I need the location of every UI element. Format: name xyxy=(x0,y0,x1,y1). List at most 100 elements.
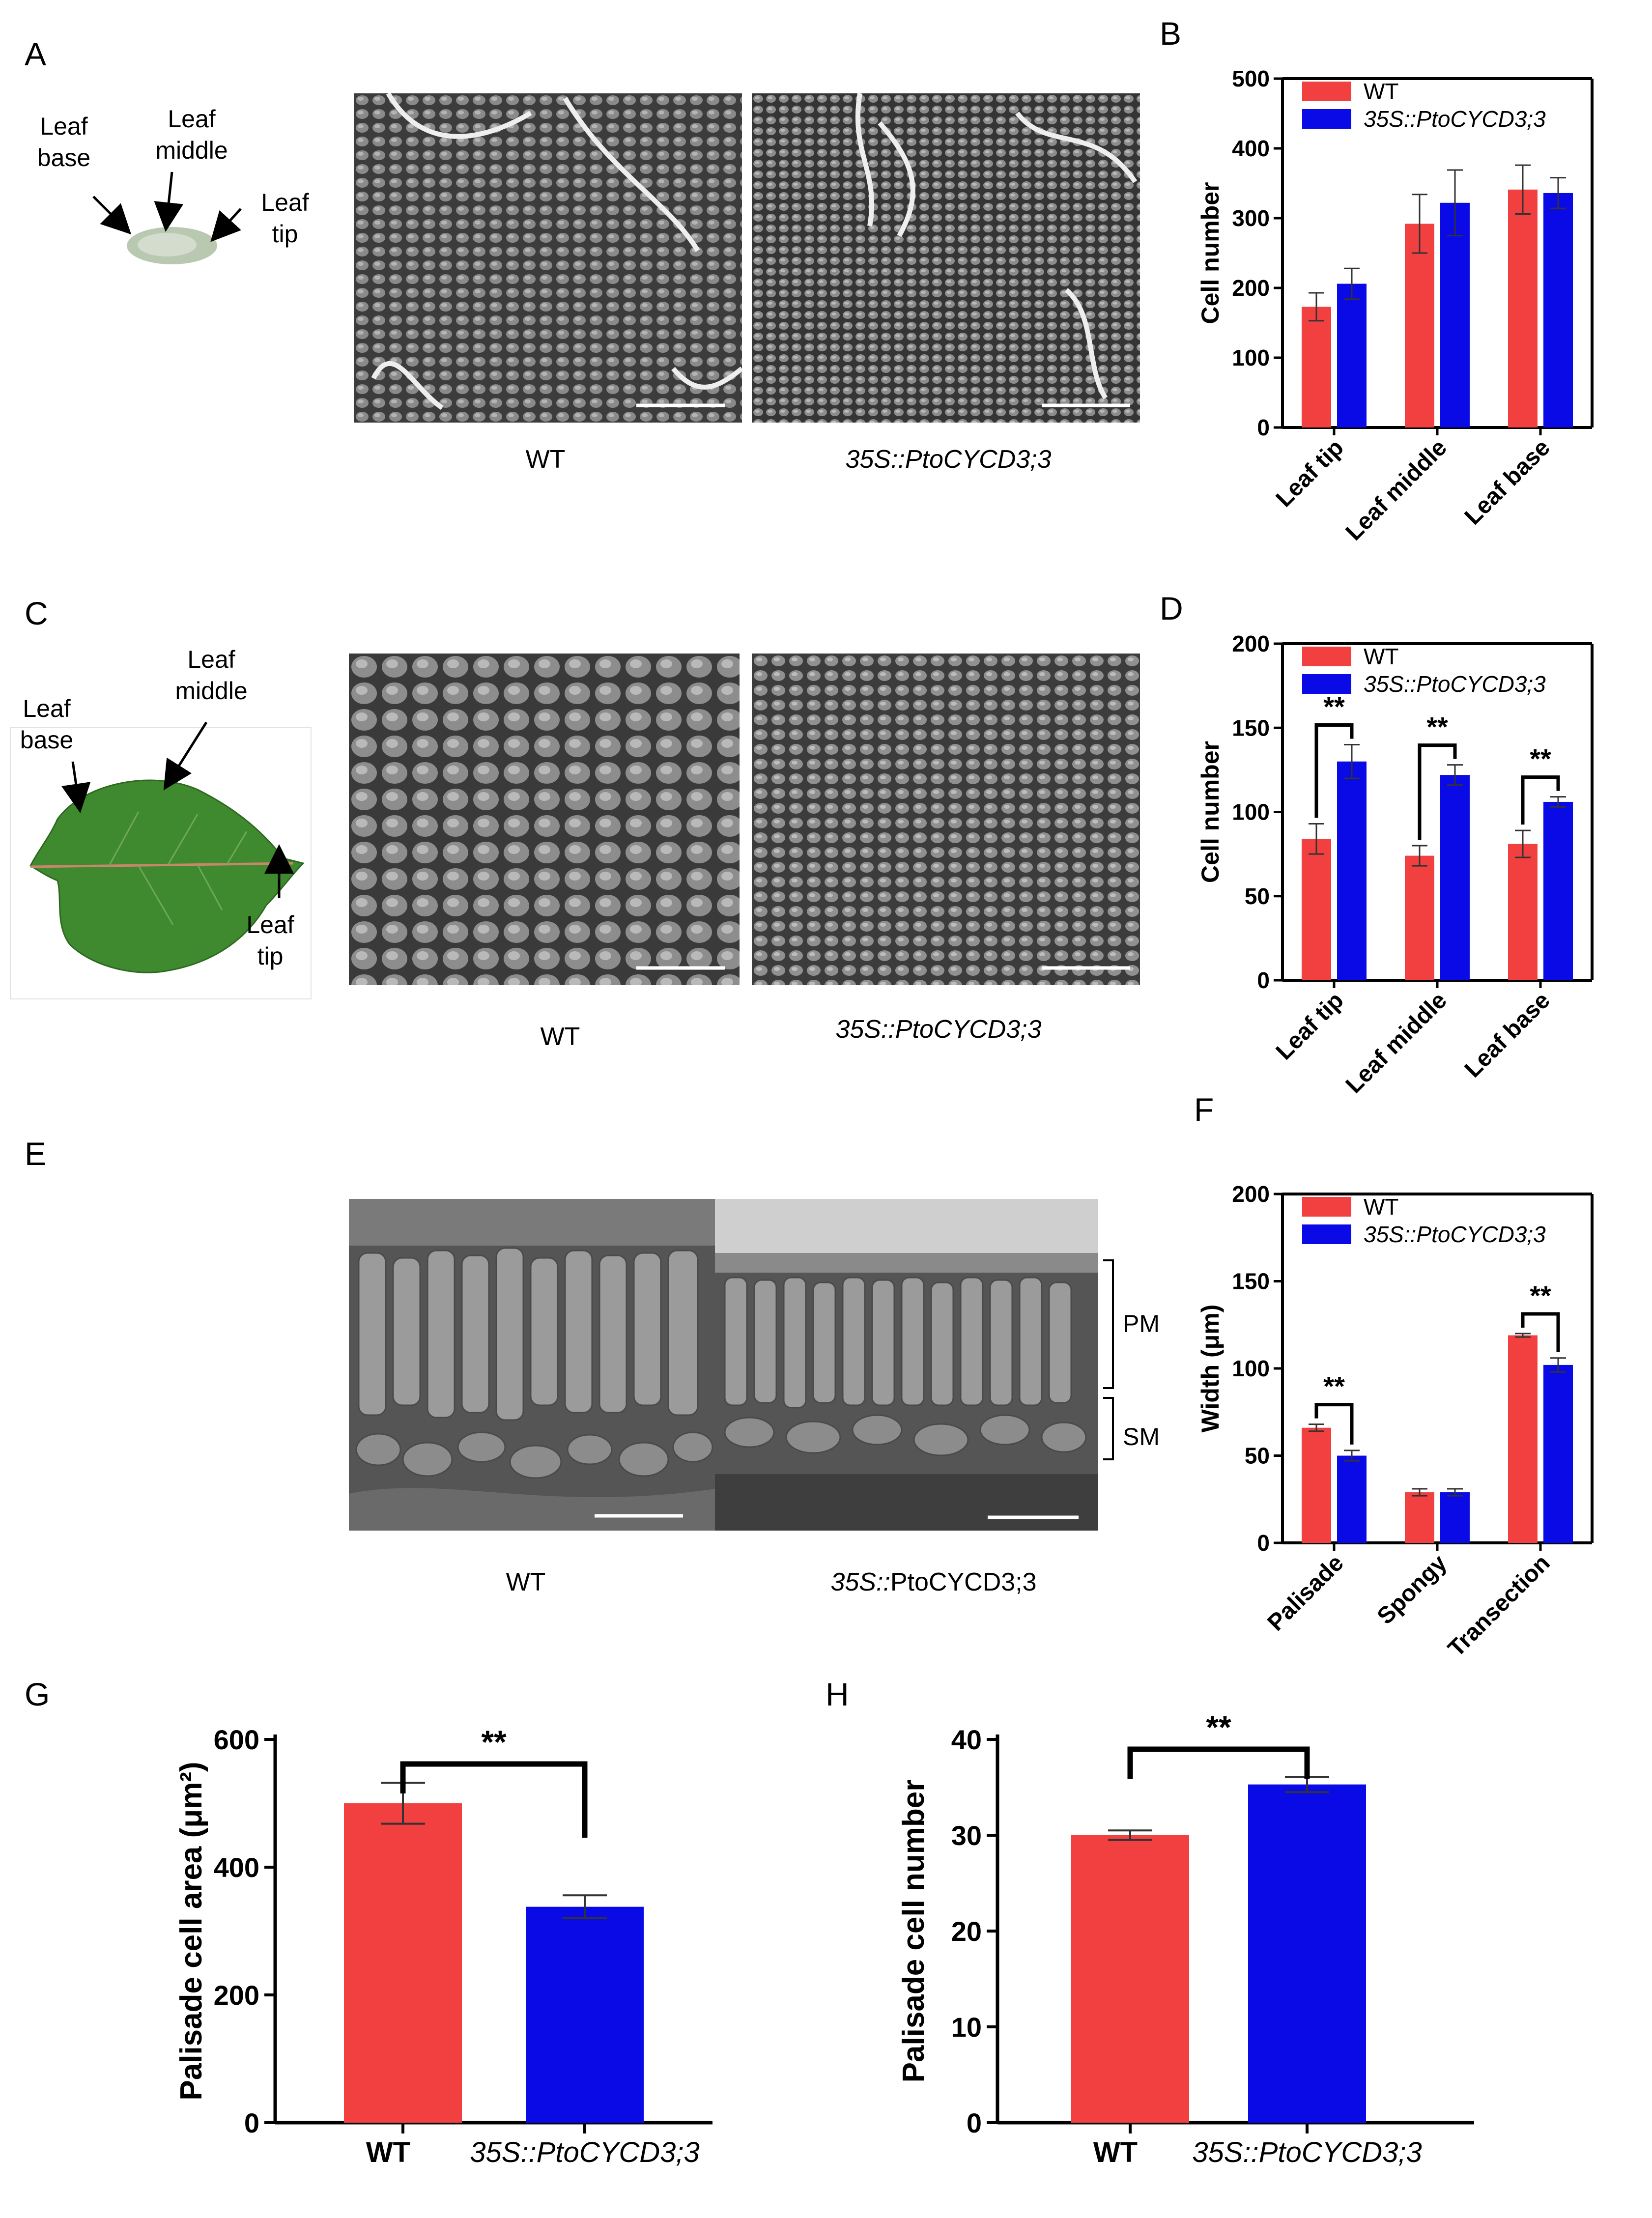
bar-overexpression xyxy=(1337,284,1367,427)
panel-c-leaf-photo xyxy=(10,727,312,999)
y-tick-label: 200 xyxy=(1232,1181,1270,1207)
y-tick-label: 0 xyxy=(1257,967,1270,993)
caption-a-wt: WT xyxy=(525,445,566,474)
legend-label: 35S::PtoCYCD3;3 xyxy=(1364,106,1546,132)
y-axis-label: Cell number xyxy=(1196,182,1224,324)
x-tick-label: Leaf tip xyxy=(1271,987,1349,1065)
y-tick-label: 100 xyxy=(1232,799,1270,825)
y-tick-label: 150 xyxy=(1232,715,1270,740)
legend-swatch-overexpression xyxy=(1302,109,1351,129)
significance-bracket xyxy=(1521,775,1560,825)
x-tick-label: Transection xyxy=(1443,1550,1555,1662)
bar-overexpression xyxy=(1543,193,1573,427)
y-axis-label: Palisade cell area (μm²) xyxy=(174,1762,208,2100)
y-tick-label: 200 xyxy=(214,1980,259,2011)
bar-wt xyxy=(1405,1492,1434,1543)
significance-marker: ** xyxy=(1206,1709,1231,1745)
panel-label-e: E xyxy=(25,1136,47,1172)
panel-label-b: B xyxy=(1160,15,1182,52)
bar-wt xyxy=(1508,1335,1538,1543)
chart-f: 0 50 100 150 200 Width (μm) Palisade ** SpongyTr… xyxy=(1196,1181,1594,1662)
panel-label-a: A xyxy=(25,36,47,72)
small-leaf-illustration xyxy=(92,171,242,264)
y-tick-label: 500 xyxy=(1232,66,1270,91)
bar-overexpression xyxy=(1440,775,1470,980)
leaf-base-arrow xyxy=(92,196,132,235)
caption-c-wt: WT xyxy=(540,1023,580,1051)
y-axis-label: Width (μm) xyxy=(1196,1305,1224,1433)
bar-overexpression xyxy=(1543,1365,1573,1543)
caption-e-suffix: PtoCYCD3;3 xyxy=(890,1568,1037,1596)
y-tick-label: 100 xyxy=(1232,345,1270,370)
panel-label-h: H xyxy=(826,1676,849,1712)
leaf-base-arrow xyxy=(61,761,91,813)
significance-bracket xyxy=(1314,1403,1354,1445)
caption-e-wt: WT xyxy=(506,1568,546,1596)
bar-overexpression xyxy=(1440,202,1470,427)
caption-a-overexpression: 35S::PtoCYCD3;3 xyxy=(845,445,1052,474)
legend-swatch-wt xyxy=(1302,82,1351,101)
legend-label: WT xyxy=(1364,644,1399,669)
legend-label: WT xyxy=(1364,79,1399,104)
leaf-midrib xyxy=(30,862,294,868)
y-tick-label: 40 xyxy=(951,1724,982,1755)
x-tick-label: Spongy xyxy=(1372,1550,1452,1629)
y-tick-label: 400 xyxy=(214,1852,259,1883)
bar-wt xyxy=(1302,307,1331,427)
label-leaf-tip-c: Leaf tip xyxy=(246,911,294,970)
x-tick-label: 35S::PtoCYCD3;3 xyxy=(470,2136,699,2168)
sem-image-e-wt xyxy=(349,1199,715,1531)
bar-wt xyxy=(1405,855,1434,980)
bar-overexpression xyxy=(1543,801,1573,980)
caption-c-overexpression: 35S::PtoCYCD3;3 xyxy=(835,1015,1042,1044)
bar-overexpression xyxy=(1248,1784,1366,2123)
legend-label: WT xyxy=(1364,1194,1399,1220)
legend-label: 35S::PtoCYCD3;3 xyxy=(1364,671,1546,697)
caption-e-overexpression: 35S::PtoCYCD3;3 xyxy=(762,1567,1106,1597)
y-tick-label: 10 xyxy=(951,2012,982,2043)
pm-bracket xyxy=(1103,1259,1114,1389)
y-tick-label: 0 xyxy=(967,2107,982,2138)
bar-wt xyxy=(1302,1427,1331,1543)
chart-d: 0 50 100 150 200 Cell number Leaf tip ** Leaf mi… xyxy=(1196,631,1594,1098)
bar-wt xyxy=(344,1803,462,2123)
bar-wt xyxy=(1508,844,1538,980)
y-axis-label: Palisade cell number xyxy=(897,1780,931,2083)
y-tick-label: 50 xyxy=(1245,883,1270,909)
caption-e-prefix: 35S:: xyxy=(830,1568,890,1596)
x-tick-label: 35S::PtoCYCD3;3 xyxy=(1192,2136,1422,2168)
y-tick-label: 150 xyxy=(1232,1269,1270,1294)
y-tick-label: 50 xyxy=(1245,1443,1270,1469)
y-tick-label: 300 xyxy=(1232,205,1270,231)
significance-marker: ** xyxy=(1530,1280,1551,1311)
sm-bracket xyxy=(1103,1397,1114,1460)
bar-overexpression xyxy=(526,1906,644,2123)
leaf-tip-arrow xyxy=(210,208,242,242)
bar-overexpression xyxy=(1440,1492,1470,1543)
pm-sm-brackets xyxy=(1103,1259,1114,1460)
x-tick-label: Leaf tip xyxy=(1271,434,1349,512)
label-sm: SM xyxy=(1123,1423,1160,1450)
sem-image-e-overexpression xyxy=(715,1199,1098,1531)
significance-marker: ** xyxy=(1323,691,1345,722)
bar-overexpression xyxy=(1337,761,1367,980)
x-tick-label: WT xyxy=(1093,2136,1138,2168)
label-leaf-middle-a: Leaf middle xyxy=(155,105,228,164)
y-tick-label: 100 xyxy=(1232,1356,1270,1381)
label-leaf-middle-c: Leaf middle xyxy=(175,646,248,705)
panel-label-d: D xyxy=(1160,590,1183,626)
legend-swatch-overexpression xyxy=(1302,1224,1351,1244)
x-tick-label: WT xyxy=(366,2136,410,2168)
bar-overexpression xyxy=(1337,1455,1367,1543)
y-tick-label: 0 xyxy=(1257,1530,1270,1556)
label-leaf-base-c: Leaf base xyxy=(20,695,74,754)
y-tick-label: 400 xyxy=(1232,136,1270,161)
significance-marker: ** xyxy=(1530,743,1551,774)
legend-swatch-wt xyxy=(1302,647,1351,666)
y-tick-label: 30 xyxy=(951,1820,982,1851)
leaf-shape xyxy=(29,779,305,973)
sem-image-c-overexpression xyxy=(752,654,1140,985)
significance-bracket xyxy=(1314,723,1354,818)
label-leaf-tip-a: Leaf tip xyxy=(261,189,309,248)
